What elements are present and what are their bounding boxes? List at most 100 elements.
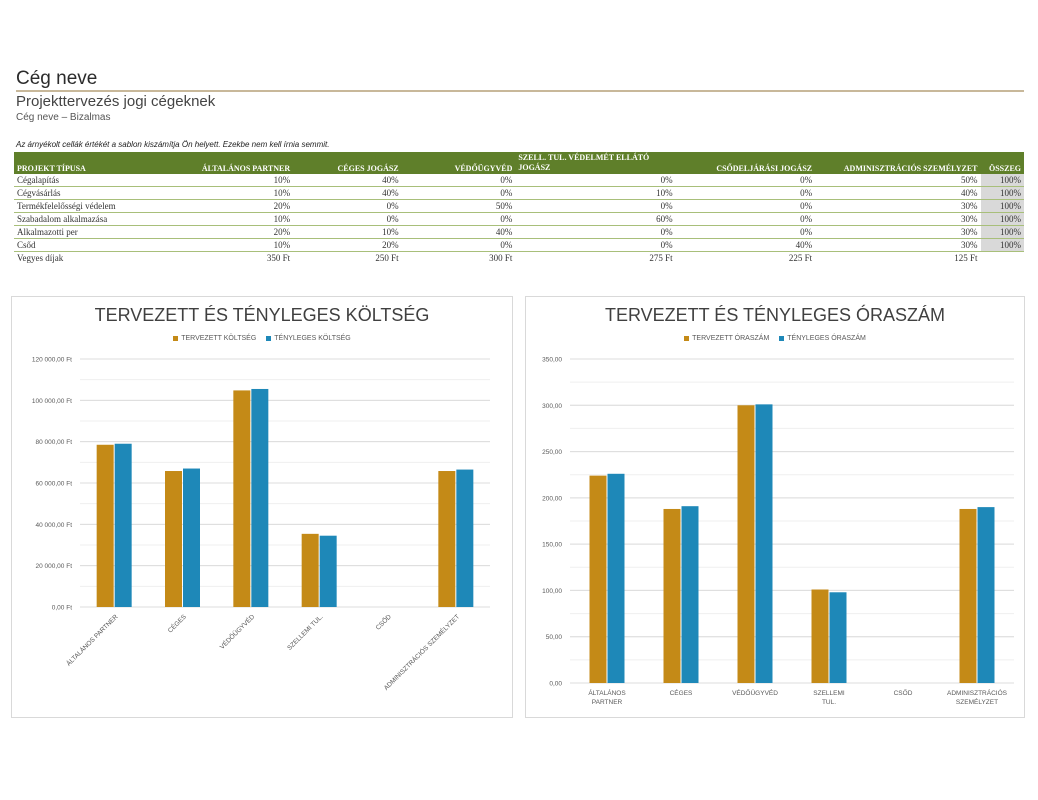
cell-percent[interactable]: 20% bbox=[293, 238, 402, 252]
bar[interactable] bbox=[663, 508, 681, 683]
cell-project-type[interactable]: Szabadalom alkalmazása bbox=[14, 212, 170, 226]
legend-item-actual-cost[interactable]: TÉNYLEGES KÖLTSÉG bbox=[266, 335, 351, 342]
header-rule bbox=[16, 90, 1024, 92]
y-tick-label: 40 000,00 Ft bbox=[36, 522, 73, 529]
col-header-partner[interactable]: ÁLTALÁNOS PARTNER bbox=[169, 152, 294, 174]
cell-fee[interactable]: 350 Ft bbox=[266, 253, 291, 263]
col-header-ip[interactable]: SZELL. TUL. VÉDELMÉT ELLÁTÓ JOGÁSZ bbox=[515, 152, 676, 174]
cell-percent[interactable]: 0% bbox=[293, 199, 402, 213]
bar[interactable] bbox=[737, 405, 755, 683]
col-header-total[interactable]: ÖSSZEG bbox=[980, 152, 1024, 174]
cell-percent[interactable]: 40% bbox=[675, 238, 816, 252]
col-header-ip-line1: SZELL. TUL. VÉDELMÉT ELLÁTÓ bbox=[518, 153, 650, 162]
cell-percent[interactable]: 40% bbox=[401, 225, 516, 239]
bar[interactable] bbox=[251, 388, 269, 607]
cell-percent[interactable]: 20% bbox=[169, 199, 294, 213]
bar[interactable] bbox=[977, 507, 995, 683]
cell-percent[interactable]: 30% bbox=[815, 212, 981, 226]
cell-percent[interactable]: 0% bbox=[515, 174, 676, 187]
bar[interactable] bbox=[114, 443, 132, 607]
cell-percent[interactable]: 50% bbox=[815, 174, 981, 187]
cell-percent[interactable]: 10% bbox=[515, 186, 676, 200]
cell-total: 100% bbox=[980, 225, 1024, 239]
x-tick-label: SZELLEMI TUL. bbox=[813, 690, 845, 706]
legend-label-actual-hours: TÉNYLEGES ÓRASZÁM bbox=[787, 335, 866, 342]
cell-percent[interactable]: 0% bbox=[515, 225, 676, 239]
table-row: Termékfelelősségi védelem 20% 0% 50% 0% 0% 30%… bbox=[14, 199, 1024, 213]
shading-note: Az árnyékolt cellák értékét a sablon kis… bbox=[16, 140, 330, 149]
cell-percent[interactable]: 10% bbox=[169, 212, 294, 226]
bar[interactable] bbox=[959, 508, 977, 683]
col-header-admin[interactable]: ADMINISZTRÁCIÓS SZEMÉLYZET bbox=[815, 152, 981, 174]
cell-project-type[interactable]: Cégvásárlás bbox=[14, 186, 170, 200]
cell-percent[interactable]: 0% bbox=[675, 225, 816, 239]
col-header-defense[interactable]: VÉDŐÜGYVÉD bbox=[401, 152, 516, 174]
bar[interactable] bbox=[183, 468, 200, 607]
bar[interactable] bbox=[165, 471, 182, 607]
cell-percent[interactable]: 0% bbox=[401, 238, 516, 252]
cell-project-type[interactable]: Cégalapítás bbox=[14, 174, 170, 187]
legend-item-planned-cost[interactable]: TERVEZETT KÖLTSÉG bbox=[173, 335, 256, 342]
table-row: Csőd 10% 20% 0% 0% 40% 30% 100% bbox=[14, 238, 1024, 252]
cell-fee[interactable]: 275 Ft bbox=[649, 253, 673, 263]
cell-project-type[interactable]: Csőd bbox=[14, 238, 170, 252]
bar[interactable] bbox=[96, 444, 114, 607]
cell-percent[interactable]: 0% bbox=[675, 186, 816, 200]
bar[interactable] bbox=[755, 404, 773, 683]
bar[interactable] bbox=[438, 471, 456, 607]
cell-percent[interactable]: 40% bbox=[293, 174, 402, 187]
legend-swatch-planned bbox=[684, 335, 690, 341]
cell-percent[interactable]: 10% bbox=[169, 174, 294, 187]
cell-fee[interactable]: 225 Ft bbox=[788, 253, 813, 263]
legend-label-actual-cost: TÉNYLEGES KÖLTSÉG bbox=[274, 335, 351, 342]
bar[interactable] bbox=[811, 589, 829, 683]
cell-percent[interactable]: 30% bbox=[815, 199, 981, 213]
cell-percent[interactable]: 0% bbox=[515, 199, 676, 213]
bar[interactable] bbox=[319, 535, 337, 607]
cell-project-type[interactable]: Termékfelelősségi védelem bbox=[14, 199, 170, 213]
y-tick-label: 0,00 bbox=[549, 681, 562, 688]
cell-fee[interactable]: 300 Ft bbox=[489, 253, 513, 263]
cell-percent[interactable]: 60% bbox=[515, 212, 676, 226]
cell-project-type[interactable]: Alkalmazotti per bbox=[14, 225, 170, 239]
cell-percent[interactable]: 0% bbox=[675, 174, 816, 187]
cell-fee[interactable]: 125 Ft bbox=[954, 253, 978, 263]
cell-total: 100% bbox=[980, 174, 1024, 187]
cell-percent[interactable]: 30% bbox=[815, 238, 981, 252]
bar[interactable] bbox=[233, 390, 251, 607]
cell-percent[interactable]: 0% bbox=[401, 212, 516, 226]
cell-percent[interactable]: 0% bbox=[675, 212, 816, 226]
legend-item-actual-hours[interactable]: TÉNYLEGES ÓRASZÁM bbox=[779, 335, 866, 342]
cell-percent[interactable]: 0% bbox=[293, 212, 402, 226]
bar[interactable] bbox=[829, 592, 847, 683]
cell-percent[interactable]: 20% bbox=[169, 225, 294, 239]
hours-chart-legend: TERVEZETT ÓRASZÁM TÉNYLEGES ÓRASZÁM bbox=[526, 335, 1024, 342]
cell-percent[interactable]: 0% bbox=[515, 238, 676, 252]
cell-percent[interactable]: 30% bbox=[815, 225, 981, 239]
bar[interactable] bbox=[456, 469, 474, 607]
cell-percent[interactable]: 10% bbox=[169, 238, 294, 252]
legend-item-planned-hours[interactable]: TERVEZETT ÓRASZÁM bbox=[684, 335, 769, 342]
cell-percent[interactable]: 10% bbox=[169, 186, 294, 200]
bar[interactable] bbox=[589, 475, 607, 683]
y-tick-label: 150,00 bbox=[542, 542, 562, 549]
x-tick-label: ÁLTALÁNOS PARTNER bbox=[64, 612, 120, 668]
bar[interactable] bbox=[301, 533, 319, 607]
cell-fee[interactable]: 250 Ft bbox=[375, 253, 399, 263]
cell-percent[interactable]: 40% bbox=[293, 186, 402, 200]
chart-plot-area: 0,00 50,00 100,00 150,00 200,00 250,00 300,00 3… bbox=[542, 357, 1014, 706]
cell-percent[interactable]: 0% bbox=[401, 174, 516, 187]
x-tick-label: VÉDŐÜGYVÉD bbox=[732, 688, 778, 697]
cell-percent[interactable]: 10% bbox=[293, 225, 402, 239]
bar[interactable] bbox=[607, 473, 625, 683]
confidential-label: Cég neve – Bizalmas bbox=[16, 112, 111, 123]
cell-percent[interactable]: 40% bbox=[815, 186, 981, 200]
cell-percent[interactable]: 0% bbox=[675, 199, 816, 213]
y-tick-label: 0,00 Ft bbox=[52, 605, 72, 612]
cell-percent[interactable]: 0% bbox=[401, 186, 516, 200]
cell-percent[interactable]: 50% bbox=[401, 199, 516, 213]
col-header-type[interactable]: PROJEKT TÍPUSA bbox=[14, 152, 170, 174]
col-header-corporate[interactable]: CÉGES JOGÁSZ bbox=[293, 152, 402, 174]
col-header-bankruptcy[interactable]: CSŐDELJÁRÁSI JOGÁSZ bbox=[675, 152, 816, 174]
bar[interactable] bbox=[681, 506, 699, 683]
